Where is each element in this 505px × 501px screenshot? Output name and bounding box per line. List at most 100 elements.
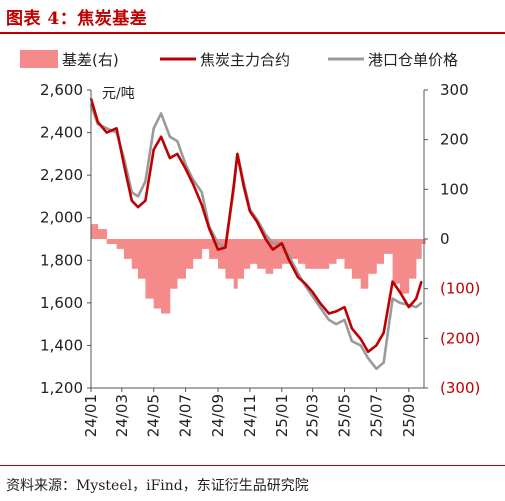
spot-line-point [343, 319, 346, 321]
left-tick-label: 1,200 [40, 379, 83, 397]
spot-line-point [351, 340, 353, 343]
x-tick-label: 24/07 [177, 394, 195, 437]
basis-bar [145, 239, 155, 299]
basis-bar [360, 239, 369, 289]
spot-line-point [399, 302, 401, 304]
basis-bar [289, 239, 299, 259]
x-tick-label: 24/09 [209, 394, 227, 437]
right-tick-label: (100) [440, 280, 480, 298]
spot-line-point [160, 112, 162, 115]
spot-line-point [359, 344, 362, 347]
x-tick-label: 25/05 [336, 394, 354, 437]
x-tick-label: 25/07 [367, 394, 385, 437]
basis-bar [392, 239, 401, 284]
left-tick-label: 2,400 [40, 124, 83, 142]
basis-bar [169, 239, 178, 289]
spot-line [89, 104, 423, 371]
basis-bar [351, 239, 362, 279]
spot-line-point [382, 361, 385, 364]
spot-line-point [144, 180, 147, 183]
basis-bar [272, 239, 283, 269]
spot-line-point [176, 140, 179, 142]
basis-bar [336, 239, 345, 259]
top-rule [0, 32, 505, 34]
basis-bar [312, 239, 321, 269]
left-tick-label: 1,800 [40, 251, 83, 269]
legend-label-basis: 基差(右) [62, 51, 119, 69]
axes: 1,200 1,400 1,600 1,800 2,000 2,200 2,400 2,600… [40, 81, 480, 437]
basis-bar [97, 229, 107, 239]
spot-line-point [319, 306, 321, 308]
spot-line-point [131, 191, 133, 193]
basis-bar [249, 239, 258, 264]
basis-bar [305, 239, 313, 269]
left-tick-label: 2,600 [40, 81, 83, 99]
right-tick-label: 100 [440, 180, 469, 198]
spot-line-point [328, 319, 330, 321]
spot-line-point [264, 233, 267, 236]
legend-label-spot: 港口仓单价格 [368, 51, 458, 69]
spot-line-point [184, 163, 187, 166]
basis-bar [328, 239, 337, 264]
source-note: 资料来源：Mysteel，iFind，东证衍生品研究院 [6, 478, 309, 494]
basis-bar [376, 239, 384, 264]
right-tick-label: 0 [440, 230, 450, 248]
right-tick-label: (300) [440, 379, 480, 397]
spot-line-point [311, 295, 314, 298]
basis-bar [408, 239, 417, 279]
basis-bar [161, 239, 171, 314]
basis-bar [106, 239, 117, 244]
basis-bar [344, 239, 353, 269]
spot-line-point [137, 195, 139, 198]
basis-bar [237, 239, 244, 279]
spot-line-point [217, 242, 219, 245]
bottom-rule [0, 465, 505, 466]
basis-bar [243, 239, 251, 269]
spot-line-point [105, 127, 108, 130]
x-tick-label: 25/09 [400, 394, 418, 437]
spot-line-point [415, 306, 418, 308]
basis-bar [257, 239, 266, 269]
x-tick-label: 25/03 [304, 394, 322, 437]
legend-swatch-basis [20, 50, 58, 68]
spot-line-point [192, 178, 194, 181]
legend: 基差(右) 焦炭主力合约 港口仓单价格 [20, 50, 458, 69]
basis-bar [368, 239, 377, 274]
left-tick-label: 2,000 [40, 209, 83, 227]
basis-bar [116, 239, 125, 249]
basis-bar [131, 239, 139, 269]
left-tick-label: 1,600 [40, 294, 83, 312]
x-tick-label: 24/05 [145, 394, 163, 437]
x-tick-label: 25/01 [273, 394, 291, 437]
spot-line-point [297, 272, 299, 274]
right-tick-label: 300 [440, 81, 469, 99]
right-tick-label: 200 [440, 131, 469, 149]
basis-bar [138, 239, 146, 279]
basis-bar [91, 224, 99, 239]
x-tick-label: 24/01 [82, 394, 100, 437]
basis-bar [209, 239, 219, 259]
basis-bar [201, 239, 210, 249]
basis-bar [177, 239, 186, 279]
basis-bar [265, 239, 274, 274]
figure-title: 图表 4：焦炭基差 [6, 9, 148, 29]
left-tick-label: 1,400 [40, 336, 83, 354]
basis-bar [153, 239, 162, 309]
spot-line-point [375, 368, 378, 370]
plot-area [89, 97, 426, 371]
basis-bar [298, 239, 306, 264]
unit-label: 元/吨 [102, 86, 135, 102]
x-tick-label: 24/11 [241, 394, 259, 437]
spot-line-point [367, 357, 369, 360]
left-tick-label: 2,200 [40, 166, 83, 184]
spot-line-point [391, 297, 394, 300]
spot-line-point [169, 136, 171, 138]
spot-line-point [335, 323, 338, 325]
legend-label-futures: 焦炭主力合约 [200, 51, 290, 69]
basis-bar [416, 239, 422, 259]
spot-line-point [152, 127, 155, 130]
right-tick-label: (200) [440, 329, 480, 347]
x-tick-label: 24/03 [113, 394, 131, 437]
basis-bar [192, 239, 203, 259]
